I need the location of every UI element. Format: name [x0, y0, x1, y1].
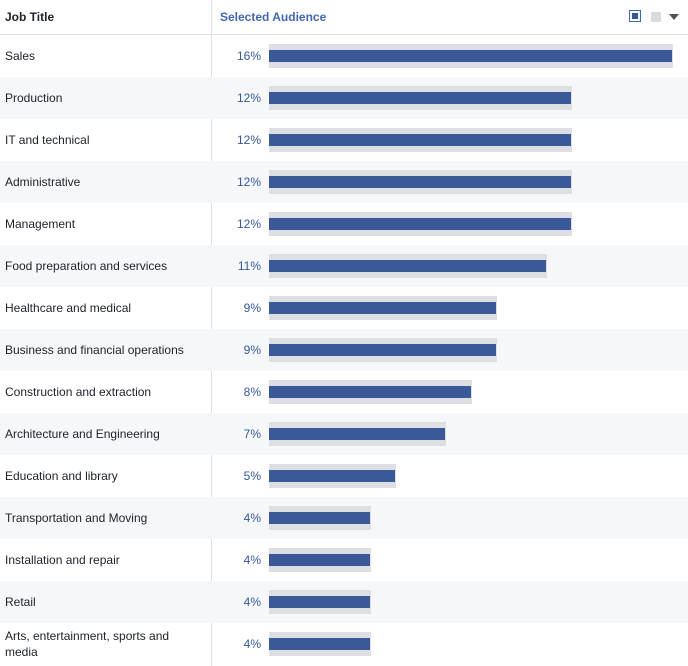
audience-bar	[269, 512, 370, 524]
audience-bar	[269, 134, 571, 146]
audience-percent: 12%	[236, 133, 261, 147]
audience-bar	[269, 302, 496, 314]
job-title-column-header: Job Title	[5, 10, 55, 24]
gray-square-icon[interactable]	[651, 12, 661, 22]
table-row: Sales 16%	[0, 35, 688, 77]
audience-percent: 7%	[243, 427, 261, 441]
audience-bar	[269, 386, 471, 398]
table-row: Transportation and Moving 4%	[0, 497, 688, 539]
audience-percent: 4%	[243, 595, 261, 609]
audience-bar	[269, 596, 370, 608]
job-title-label: Sales	[5, 49, 36, 63]
audience-percent: 11%	[237, 259, 261, 273]
table-row: IT and technical 12%	[0, 119, 688, 161]
table-row: Food preparation and services 11%	[0, 245, 688, 287]
caret-down-icon[interactable]	[669, 14, 679, 20]
audience-bar	[269, 554, 370, 566]
audience-bar	[269, 260, 546, 272]
job-title-label: Transportation and Moving	[5, 511, 148, 525]
job-title-label: Retail	[5, 595, 36, 609]
audience-bar	[269, 470, 395, 482]
audience-bar	[269, 176, 571, 188]
table-row: Construction and extraction 8%	[0, 371, 688, 413]
job-title-label: Business and financial operations	[5, 343, 184, 357]
table-row: Architecture and Engineering 7%	[0, 413, 688, 455]
audience-bar	[269, 638, 370, 650]
table-row: Management 12%	[0, 203, 688, 245]
job-title-label: Arts, entertainment, sports and media	[5, 629, 170, 659]
table-row: Retail 4%	[0, 581, 688, 623]
table-row: Production 12%	[0, 77, 688, 119]
audience-percent: 9%	[243, 301, 261, 315]
audience-bar	[269, 218, 571, 230]
audience-bar	[269, 92, 571, 104]
audience-percent: 4%	[243, 511, 261, 525]
audience-bar	[269, 344, 496, 356]
selected-audience-column-header[interactable]: Selected Audience	[220, 10, 327, 24]
audience-percent: 12%	[236, 175, 261, 189]
job-title-label: Management	[5, 217, 76, 231]
audience-percent: 8%	[243, 385, 261, 399]
audience-percent: 4%	[243, 637, 261, 651]
table-row: Administrative 12%	[0, 161, 688, 203]
job-title-label: Architecture and Engineering	[5, 427, 160, 441]
job-title-label: Construction and extraction	[5, 385, 152, 399]
job-title-label: Education and library	[5, 469, 118, 483]
job-title-label: Production	[5, 91, 63, 105]
table-row: Education and library 5%	[0, 455, 688, 497]
table-row: Business and financial operations 9%	[0, 329, 688, 371]
table-header: Job Title Selected Audience	[0, 0, 688, 35]
audience-bar	[269, 50, 672, 62]
audience-percent: 4%	[243, 553, 261, 567]
job-title-list: Sales 16% Production 12% IT and technical 12%…	[0, 35, 688, 665]
job-title-label: Food preparation and services	[5, 259, 168, 273]
audience-percent: 9%	[243, 343, 261, 357]
audience-percent: 5%	[243, 469, 261, 483]
audience-percent: 16%	[236, 49, 261, 63]
audience-percent: 12%	[236, 217, 261, 231]
table-row: Healthcare and medical 9%	[0, 287, 688, 329]
job-title-label: Administrative	[5, 175, 81, 189]
table-row: Installation and repair 4%	[0, 539, 688, 581]
job-title-label: Healthcare and medical	[5, 301, 132, 315]
job-title-label: IT and technical	[5, 133, 90, 147]
job-title-label: Installation and repair	[5, 553, 120, 567]
audience-percent: 12%	[236, 91, 261, 105]
table-row: Arts, entertainment, sports and media 4%	[0, 623, 688, 665]
audience-bar	[269, 428, 445, 440]
filled-square-icon[interactable]	[629, 10, 641, 22]
